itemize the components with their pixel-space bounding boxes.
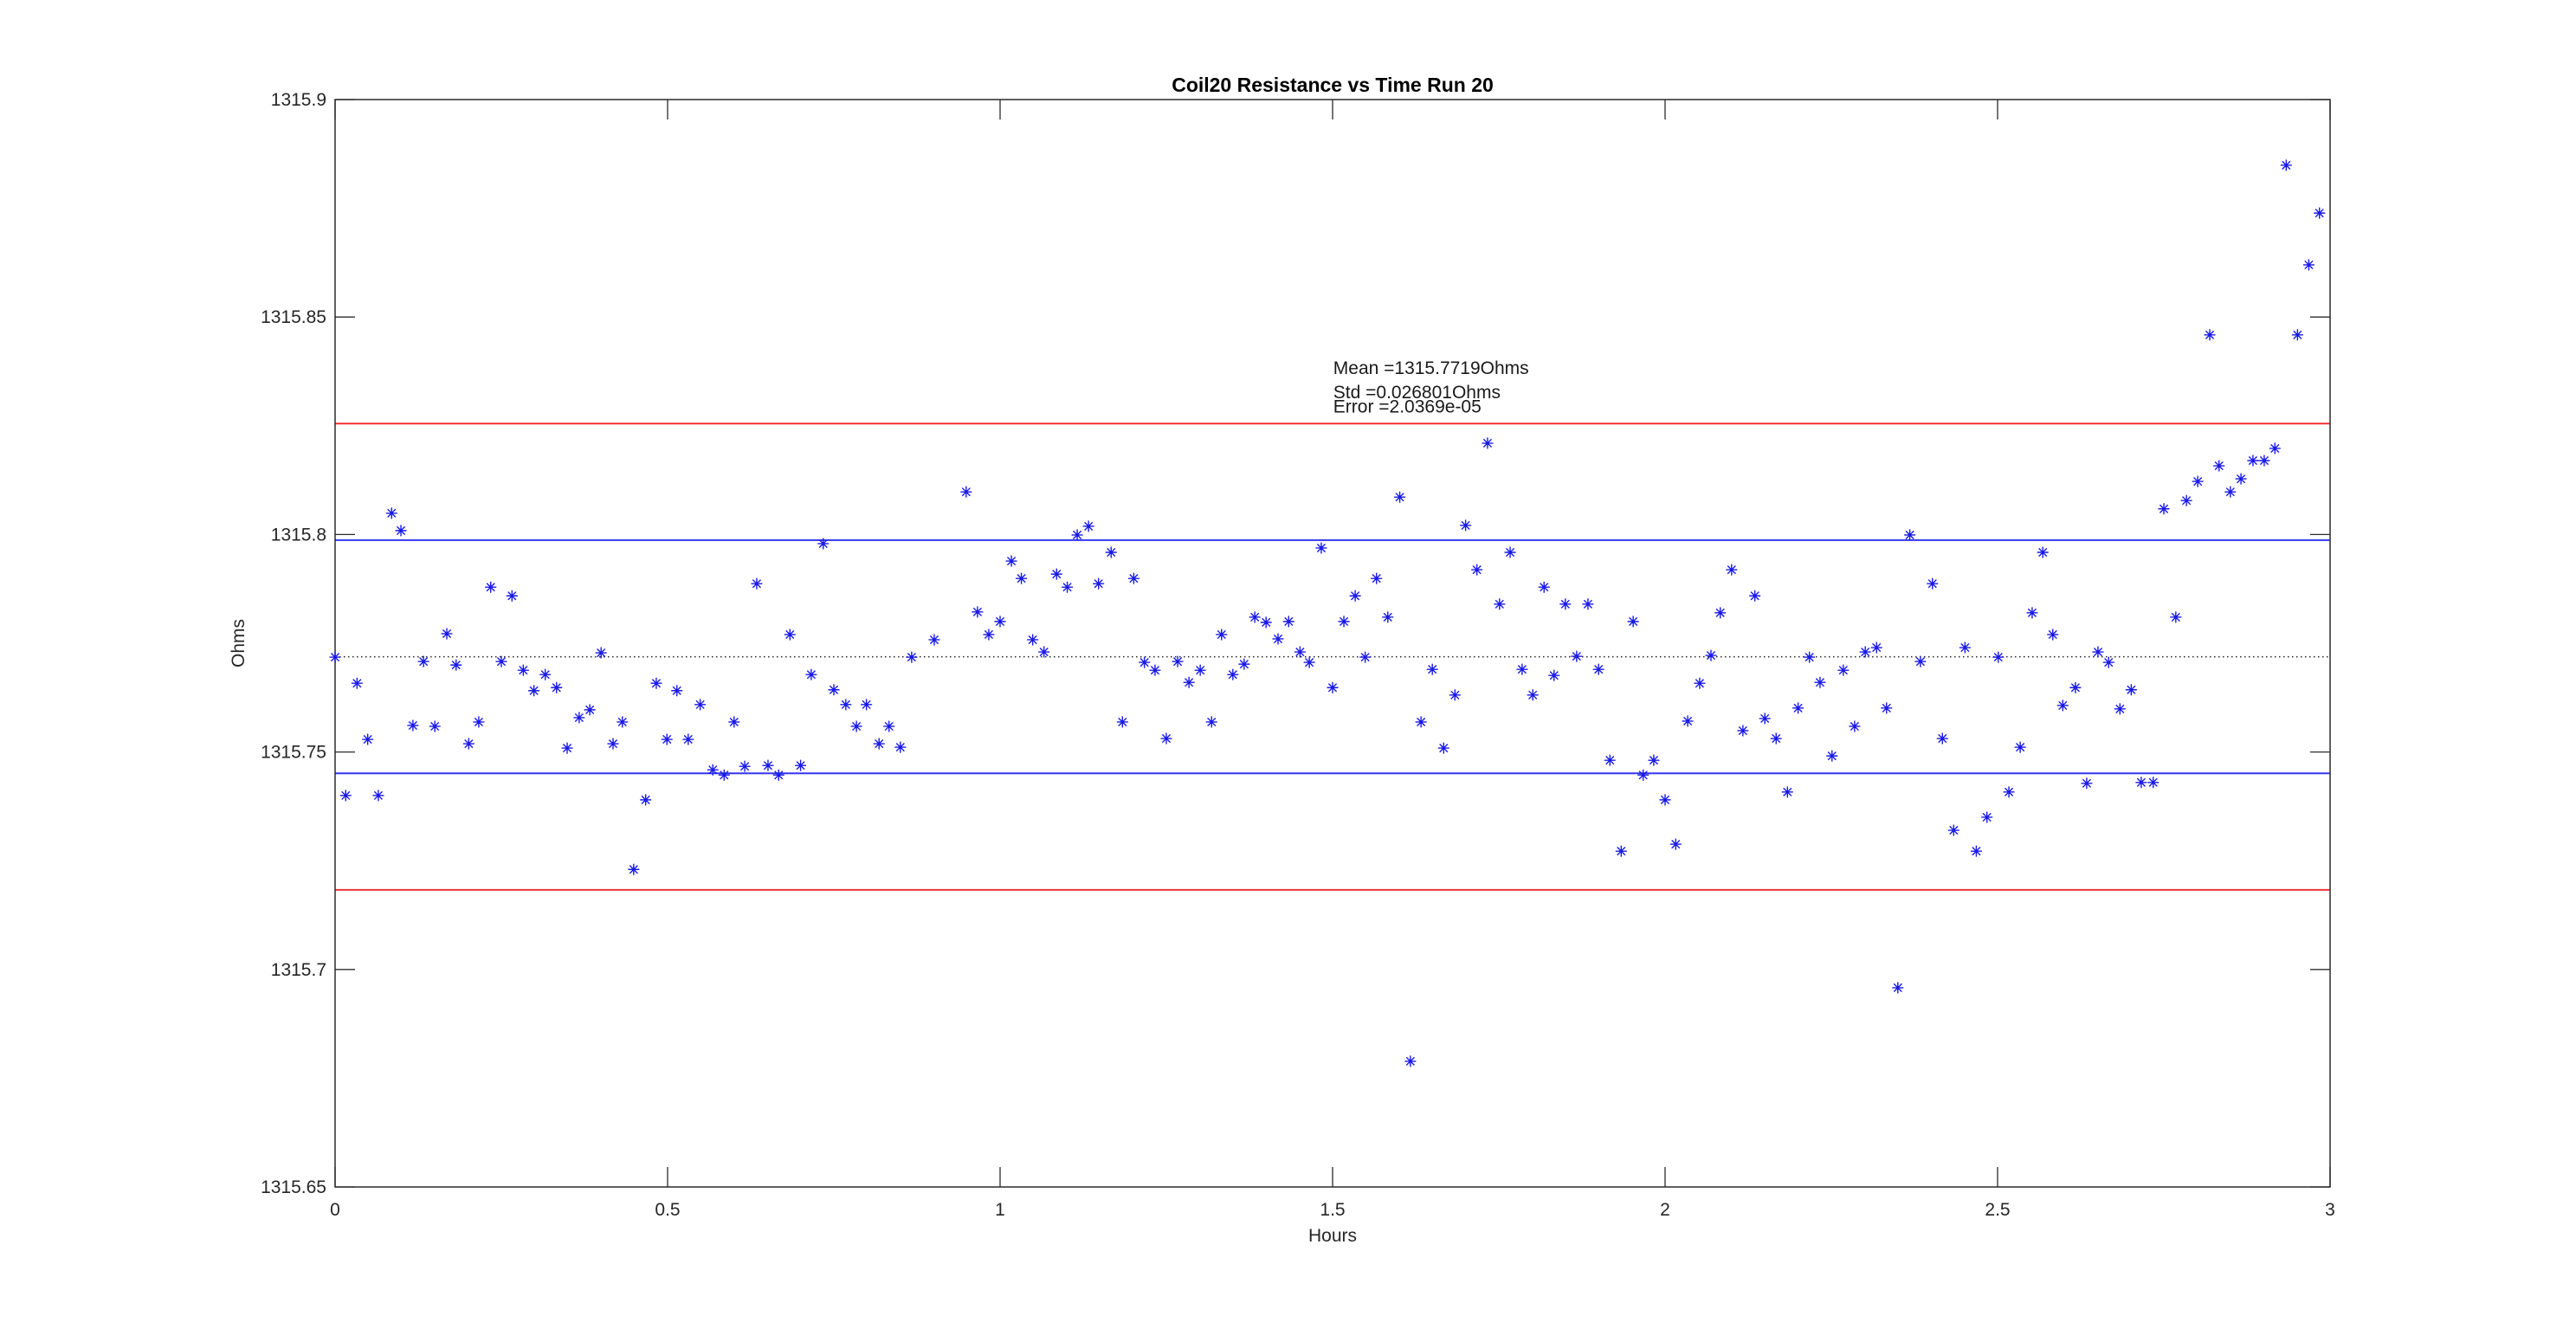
x-tick-label: 1	[995, 1200, 1005, 1220]
y-tick-label: 1315.75	[261, 743, 326, 763]
axes-box	[334, 99, 2331, 1188]
x-tick-label: 0.5	[655, 1200, 680, 1220]
y-tick-label: 1315.85	[261, 307, 326, 327]
x-axis-label: Hours	[1308, 1226, 1357, 1246]
x-tick-label: 1.5	[1320, 1200, 1345, 1220]
stats-annotation-line: Error =2.0369e-05	[1333, 397, 1482, 417]
y-tick-label: 1315.7	[271, 960, 326, 980]
stats-annotation-line: Std =0.026801Ohms	[1333, 383, 1501, 403]
x-tick-label: 0	[330, 1200, 340, 1220]
stats-annotation-line: Mean =1315.7719Ohms	[1333, 358, 1529, 378]
y-axis-label: Ohms	[229, 619, 249, 668]
y-tick-label: 1315.8	[271, 525, 326, 545]
y-tick-label: 1315.65	[261, 1177, 326, 1197]
data-points-asterisks	[329, 159, 2326, 1067]
x-tick-label: 2	[1660, 1200, 1670, 1220]
y-tick-label: 1315.9	[271, 90, 326, 110]
x-tick-label: 2.5	[1985, 1200, 2010, 1220]
x-tick-label: 3	[2325, 1200, 2335, 1220]
chart-title: Coil20 Resistance vs Time Run 20	[1172, 74, 1494, 96]
